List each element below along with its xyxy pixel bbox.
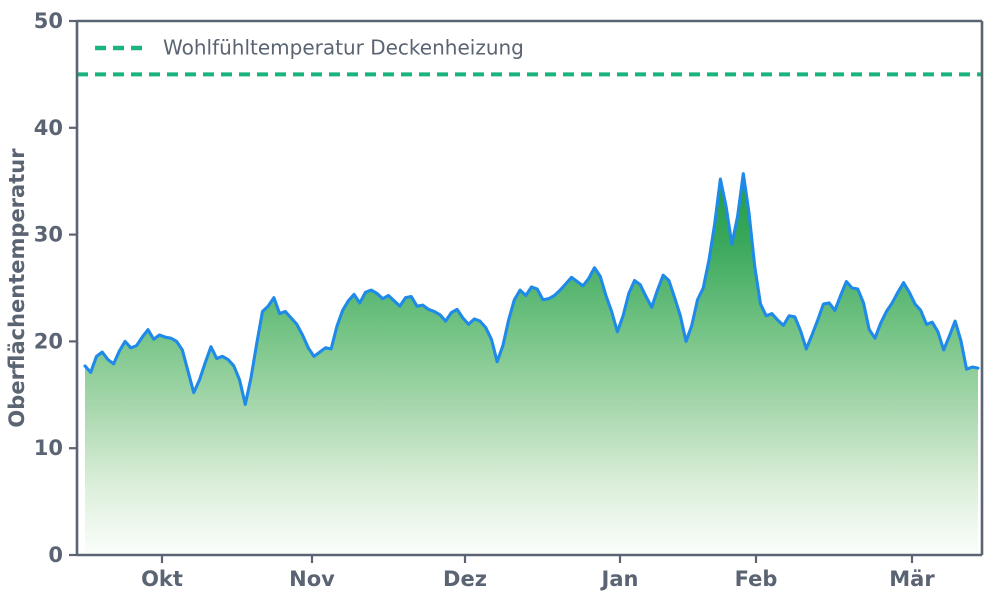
- y-tick-label: 0: [48, 543, 63, 567]
- y-tick-label: 20: [34, 329, 63, 353]
- series-line: [83, 172, 980, 406]
- x-tick-label: Nov: [289, 567, 335, 591]
- x-tick-label: Mär: [889, 567, 935, 591]
- y-tick-label: 50: [34, 9, 63, 33]
- x-axis-ticks: Okt Nov Dez Jan Feb Mär: [141, 555, 935, 591]
- y-axis-ticks: 0 10 20 30 40 50: [34, 9, 77, 567]
- y-axis-title: Oberflächentemperatur: [5, 148, 29, 428]
- series-group: [83, 172, 980, 555]
- y-tick-label: 40: [34, 116, 63, 140]
- x-tick-label: Feb: [735, 567, 778, 591]
- x-tick-label: Jan: [600, 567, 639, 591]
- y-tick-label: 10: [34, 436, 63, 460]
- legend: Wohlfühltemperatur Deckenheizung: [95, 36, 524, 60]
- legend-label-threshold: Wohlfühltemperatur Deckenheizung: [163, 36, 524, 60]
- x-tick-label: Dez: [443, 567, 487, 591]
- x-tick-label: Okt: [141, 567, 183, 591]
- y-tick-label: 30: [34, 223, 63, 247]
